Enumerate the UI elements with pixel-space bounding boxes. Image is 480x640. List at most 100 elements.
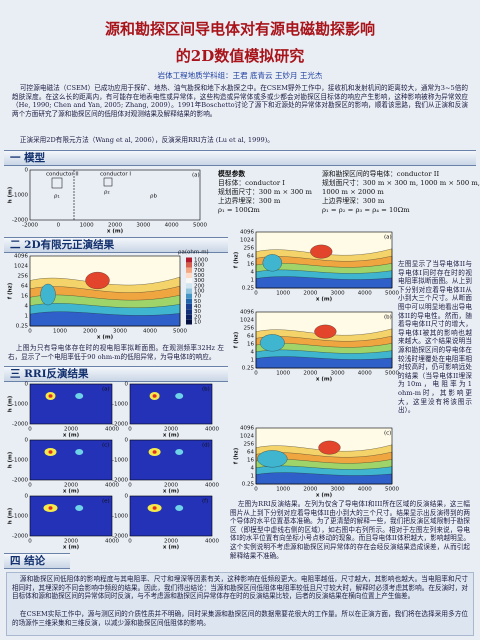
- x-tick-label: 5000: [173, 329, 187, 335]
- colorbar-swatch: [186, 319, 192, 325]
- y-axis-label: h (m): [8, 186, 14, 203]
- conclusion-box: [6, 572, 474, 636]
- y-tick-label: 4096: [240, 426, 254, 432]
- inversion-anomaly: [75, 449, 84, 455]
- x-tick-label: 2000: [164, 483, 178, 489]
- x-axis-label: x (m): [316, 377, 333, 383]
- x-tick-label: 5000: [193, 223, 207, 229]
- y-tick-label: -1000: [12, 514, 28, 520]
- x-tick-label: 4000: [165, 223, 179, 229]
- colorbar-tick: 70: [194, 294, 201, 300]
- y-axis-label: h (m): [8, 451, 14, 468]
- x-tick-label: 1000: [53, 329, 67, 335]
- y-tick-label: 0.25: [242, 482, 255, 488]
- plot-frame: [255, 311, 393, 369]
- authors: 岩体工程地质学科组：王君 底青云 王妙月 王光杰: [157, 71, 323, 80]
- anomaly: [85, 271, 110, 290]
- colorbar-tick: 100: [194, 289, 205, 295]
- x-tick-label: 0: [254, 291, 258, 297]
- colorbar-swatch: [186, 314, 192, 320]
- x-tick-label: 0: [128, 427, 132, 433]
- colorbar-swatch: [186, 298, 192, 304]
- inversion-anomaly: [75, 393, 84, 399]
- caption: 左图为RRI反演结果。左列为仅含了导电体I和III所在区域的反演结果，这三幅图片…: [230, 500, 470, 560]
- param-line: 上边界埋深：300 m: [322, 197, 385, 205]
- x-tick-label: 4000: [205, 427, 219, 433]
- x-tick-label: 2000: [164, 427, 178, 433]
- y-axis-label: f (hz): [234, 251, 240, 268]
- colorbar-tick: 10: [194, 320, 201, 326]
- panel-label: (a): [192, 173, 200, 179]
- y-tick-label: 4: [251, 466, 255, 472]
- y-tick-label: 0: [25, 494, 29, 500]
- colorbar-swatch: [186, 267, 192, 273]
- x-axis-label: x (m): [63, 433, 80, 439]
- x-axis-label: x (m): [97, 335, 114, 341]
- y-tick-label: -2000: [112, 422, 128, 428]
- section-heading: 三 RRI反演结果: [4, 366, 228, 382]
- inversion-anomaly: [175, 505, 184, 511]
- y-tick-label: 64: [21, 284, 28, 290]
- y-tick-label: 0: [125, 438, 129, 444]
- x-tick-label: 2000: [83, 329, 97, 335]
- y-tick-label: 64: [247, 254, 254, 260]
- x-axis-label: x (m): [107, 229, 124, 235]
- inversion-anomaly: [152, 394, 157, 398]
- y-tick-label: 1: [251, 474, 255, 480]
- param-line: ρ₁ = 100Ωm: [218, 206, 260, 214]
- colorbar-tick: 1000: [194, 258, 208, 264]
- x-tick-label: 4000: [205, 539, 219, 545]
- x-tick-label: 3000: [136, 223, 150, 229]
- y-tick-label: 64: [247, 334, 254, 340]
- x-tick-label: 2000: [303, 291, 317, 297]
- y-tick-label: 1024: [14, 264, 28, 270]
- colorbar-tick: 800: [194, 263, 205, 269]
- y-axis-label: h (m): [8, 395, 14, 412]
- x-axis-label: x (m): [63, 545, 80, 551]
- x-axis-label: x (m): [316, 493, 333, 499]
- y-tick-label: 256: [18, 274, 29, 280]
- panel-label: (d): [202, 443, 210, 449]
- y-tick-label: 4: [25, 304, 29, 310]
- y-tick-label: 0.25: [242, 286, 255, 292]
- x-tick-label: 0: [28, 427, 32, 433]
- y-axis-label: h (m): [8, 507, 14, 524]
- x-tick-label: 5000: [385, 371, 399, 377]
- y-tick-label: 0: [125, 382, 129, 388]
- x-tick-label: 0: [128, 539, 132, 545]
- x-tick-label: 4000: [105, 539, 119, 545]
- inversion-bg: [30, 496, 112, 536]
- plot-frame: [29, 255, 181, 327]
- y-tick-label: 256: [244, 246, 255, 252]
- y-tick-label: 0: [125, 494, 129, 500]
- y-tick-label: 0: [25, 382, 29, 388]
- plot-frame: [29, 439, 113, 481]
- plot-frame: [129, 383, 213, 425]
- y-tick-label: -2000: [12, 478, 28, 484]
- y-tick-label: -1000: [112, 402, 128, 408]
- section-heading: 二 2D有限元正演结果: [4, 237, 228, 253]
- rho-label: ρ₂: [104, 190, 110, 196]
- x-tick-label: 2000: [64, 539, 78, 545]
- x-tick-label: 2000: [64, 427, 78, 433]
- y-tick-label: -1000: [112, 458, 128, 464]
- panel-label: (b): [384, 315, 392, 321]
- colorbar-tick: 500: [194, 273, 205, 279]
- x-tick-label: 4000: [105, 427, 119, 433]
- colorbar-tick: 20: [194, 314, 201, 320]
- param-line: 模型参数: [218, 170, 246, 178]
- y-tick-label: 64: [247, 450, 254, 456]
- x-tick-label: 2000: [303, 487, 317, 493]
- param-line: ρ₁ = ρ₂ = ρ₃ = ρ₄ = 10Ωm: [322, 206, 410, 214]
- y-tick-label: 16: [21, 294, 28, 300]
- y-tick-label: 0.25: [16, 324, 29, 330]
- y-tick-label: -2000: [12, 218, 28, 224]
- x-tick-label: 4000: [205, 483, 219, 489]
- panel-label: (c): [384, 431, 391, 437]
- x-axis-label: x (m): [163, 489, 180, 495]
- x-tick-label: 0: [28, 539, 32, 545]
- panel-label: (e): [102, 499, 110, 505]
- panel-label: (b): [202, 387, 210, 393]
- params-right: 源和勘探区间的导电体：conductor II 规划面尺寸：300 m × 300…: [322, 170, 480, 215]
